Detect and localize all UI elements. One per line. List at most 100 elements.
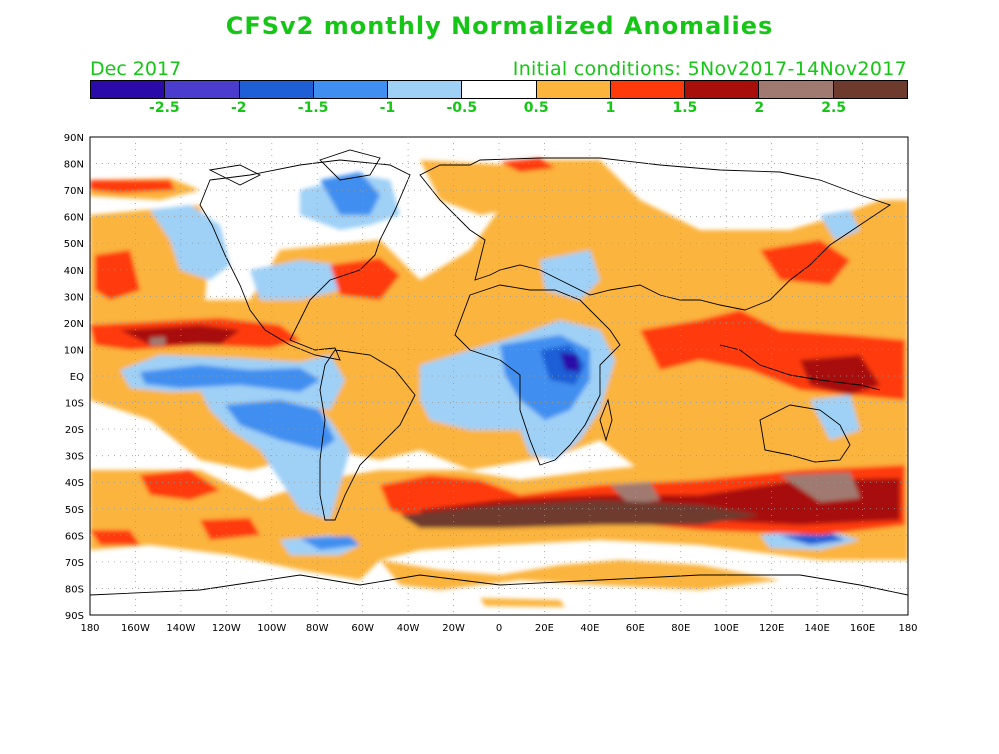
colorbar-label: 2.5 bbox=[821, 100, 847, 116]
longitude-label: 100W bbox=[257, 623, 286, 634]
anomaly-region bbox=[560, 352, 580, 372]
anomaly-region bbox=[500, 158, 555, 172]
colorbar-label: -2.5 bbox=[149, 100, 180, 116]
colorbar-box bbox=[388, 81, 463, 98]
longitude-label: 100E bbox=[714, 623, 739, 634]
latitude-label: 70N bbox=[64, 186, 84, 197]
colorbar-box bbox=[759, 81, 834, 98]
colorbar-box bbox=[610, 81, 686, 98]
longitude-label: 120W bbox=[212, 623, 241, 634]
latitude-label: 30S bbox=[65, 452, 84, 463]
anomaly-region bbox=[420, 160, 560, 215]
anomaly-region bbox=[760, 240, 850, 285]
longitude-label: 20W bbox=[442, 623, 465, 634]
anomaly-region bbox=[480, 598, 565, 607]
map-grid bbox=[89, 136, 909, 616]
colorbar-label: -2 bbox=[230, 100, 247, 116]
colorbar-box bbox=[91, 81, 166, 98]
anomaly-region bbox=[225, 400, 335, 450]
latitude-label: 40N bbox=[64, 266, 84, 277]
latitude-label: 60S bbox=[65, 531, 84, 542]
coastline bbox=[719, 344, 881, 391]
anomaly-region bbox=[610, 482, 660, 505]
anomaly-region bbox=[810, 395, 860, 440]
anomaly-region bbox=[140, 365, 320, 392]
coastline bbox=[90, 574, 908, 596]
longitude-label: 40W bbox=[397, 623, 420, 634]
latitude-label: 50N bbox=[64, 239, 84, 250]
anomaly-region bbox=[320, 172, 380, 215]
colorbar-label: 0.5 bbox=[523, 100, 549, 116]
anomaly-region bbox=[95, 250, 140, 300]
latitude-label: EQ bbox=[70, 372, 84, 383]
coastline bbox=[319, 349, 416, 521]
latitude-label: 40S bbox=[65, 478, 84, 489]
latitude-label: 20S bbox=[65, 425, 84, 436]
anomaly-region bbox=[780, 533, 845, 545]
continent-outlines bbox=[90, 149, 908, 596]
anomaly-region bbox=[820, 210, 860, 240]
colorbar-label: -1 bbox=[379, 100, 396, 116]
longitude-label: 140E bbox=[804, 623, 829, 634]
latitude-label: 90S bbox=[65, 611, 84, 622]
colorbar-label: -0.5 bbox=[446, 100, 478, 116]
anomaly-region bbox=[300, 536, 360, 550]
longitude-label: 20E bbox=[535, 623, 554, 634]
anomaly-region bbox=[140, 470, 220, 500]
coastline bbox=[419, 157, 892, 311]
colorbar-label: 1.5 bbox=[672, 100, 698, 116]
coastline bbox=[599, 398, 613, 442]
longitude-label: 140W bbox=[166, 623, 195, 634]
longitude-label: 80W bbox=[306, 623, 329, 634]
coastline bbox=[454, 284, 621, 466]
initial-conditions-label: Initial conditions: 5Nov2017-14Nov2017 bbox=[512, 58, 907, 80]
latitude-label: 80S bbox=[65, 584, 84, 595]
longitude-label: 180 bbox=[80, 623, 99, 634]
anomaly-region bbox=[330, 258, 400, 300]
colorbar-box bbox=[536, 81, 611, 98]
anomaly-region bbox=[200, 518, 260, 540]
longitude-label: 40E bbox=[580, 623, 599, 634]
longitude-label: 60W bbox=[351, 623, 374, 634]
colorbar-box bbox=[462, 81, 537, 98]
latitude-label: 60N bbox=[64, 213, 84, 224]
anomaly-region bbox=[150, 205, 230, 280]
coastline bbox=[199, 159, 411, 361]
latitude-label: 10S bbox=[65, 399, 84, 410]
colorbar-label: 2 bbox=[754, 100, 765, 116]
target-month-label: Dec 2017 bbox=[90, 58, 182, 80]
latitude-label: 80N bbox=[64, 160, 84, 171]
longitude-label: 180 bbox=[898, 623, 917, 634]
anomaly-region bbox=[150, 337, 165, 346]
latitude-label: 30N bbox=[64, 292, 84, 303]
latitude-label: 90N bbox=[64, 133, 84, 144]
longitude-label: 120E bbox=[759, 623, 784, 634]
latitude-label: 20N bbox=[64, 319, 84, 330]
longitude-labels: 180 160W 140W 120W 100W 80W 60W 40W 20W 0 20E 40E 60… bbox=[80, 623, 917, 634]
colorbar-box bbox=[313, 81, 389, 98]
longitude-label: 0 bbox=[496, 623, 502, 634]
colorbar bbox=[90, 80, 908, 99]
colorbar-label: 1 bbox=[605, 100, 616, 116]
anomaly-region bbox=[540, 250, 600, 300]
anomaly-region bbox=[90, 530, 140, 545]
longitude-label: 160E bbox=[850, 623, 875, 634]
coastline bbox=[759, 404, 851, 463]
longitude-label: 80E bbox=[671, 623, 690, 634]
latitude-label: 70S bbox=[65, 558, 84, 569]
colorbar-box bbox=[165, 81, 240, 98]
latitude-label: 50S bbox=[65, 505, 84, 516]
longitude-label: 60E bbox=[626, 623, 645, 634]
map-title: CFSv2 monthly Normalized Anomalies bbox=[225, 12, 774, 40]
longitude-label: 160W bbox=[121, 623, 150, 634]
anomaly-region bbox=[400, 500, 760, 528]
anomaly-region bbox=[780, 472, 860, 502]
colorbar-box bbox=[833, 81, 907, 98]
coastline bbox=[208, 164, 262, 186]
colorbar-label: -1.5 bbox=[297, 100, 329, 116]
colorbar-box bbox=[239, 81, 314, 98]
latitude-labels: 90N 80N 70N 60N 50N 40N 30N 20N 10N EQ 10S 20S 30S 40… bbox=[64, 133, 84, 622]
anomaly-region bbox=[90, 180, 175, 193]
